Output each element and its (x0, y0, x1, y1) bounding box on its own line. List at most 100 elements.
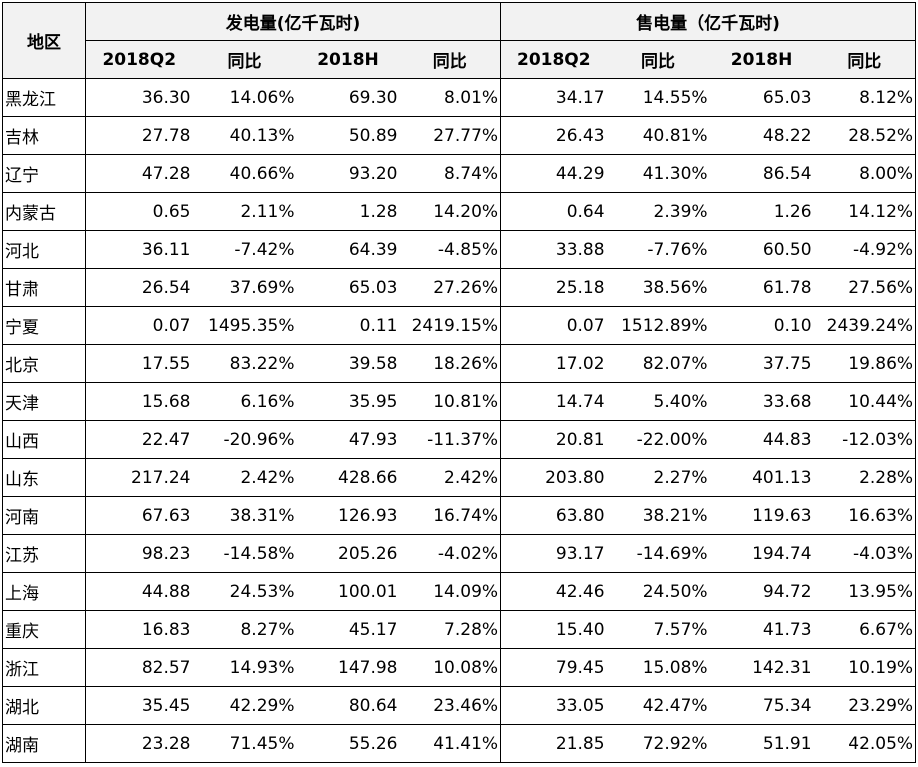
table-row: 湖北 35.45 42.29% 80.64 23.46% 33.05 42.47% 75.34… (2, 686, 917, 725)
sales-q2-yoy-cell: 14.55% (606, 78, 710, 117)
sales-q2-yoy-cell: 5.40% (606, 382, 710, 421)
gen-q2-cell: 36.11 (85, 230, 193, 269)
sales-q2-cell: 33.05 (500, 686, 607, 725)
sales-h-cell: 51.91 (709, 724, 814, 763)
header-group-row: 地区 发电量(亿千瓦时) 售电量（亿千瓦时) (2, 2, 917, 79)
sales-q2-yoy-cell: 1512.89% (606, 306, 710, 345)
sales-h-cell: 75.34 (709, 686, 814, 725)
gen-q2-cell: 47.28 (85, 154, 193, 193)
gen-h-yoy-cell: 27.77% (399, 116, 502, 155)
gen-h-yoy-cell: 14.09% (399, 572, 502, 611)
sales-q2-yoy-cell: 41.30% (606, 154, 710, 193)
table-row: 河南 67.63 38.31% 126.93 16.74% 63.80 38.21% 119.… (2, 496, 917, 535)
gen-h-cell: 0.11 (296, 306, 400, 345)
gen-h-cell: 100.01 (296, 572, 400, 611)
gen-h-yoy-cell: 10.81% (399, 382, 502, 421)
region-cell: 浙江 (2, 648, 86, 687)
table-row: 重庆 16.83 8.27% 45.17 7.28% 15.40 7.57% 41.73 6.6… (2, 610, 917, 649)
gen-h-yoy-cell: -11.37% (399, 420, 502, 459)
gen-q2-cell: 22.47 (85, 420, 193, 459)
gen-q2-yoy-cell: 6.16% (192, 382, 297, 421)
sales-h-cell: 37.75 (709, 344, 814, 383)
sales-q2-cell: 26.43 (500, 116, 607, 155)
region-cell: 山东 (2, 458, 86, 497)
sales-q2-cell: 20.81 (500, 420, 607, 459)
sales-h-yoy-cell: 19.86% (813, 344, 917, 383)
region-cell: 辽宁 (2, 154, 86, 193)
region-cell: 吉林 (2, 116, 86, 155)
sales-h-yoy-cell: 28.52% (813, 116, 917, 155)
gen-h-header: 2018H (296, 40, 400, 79)
sales-q2-cell: 63.80 (500, 496, 607, 535)
sales-q2-cell: 203.80 (500, 458, 607, 497)
sales-q2-cell: 0.07 (500, 306, 607, 345)
sales-h-yoy-cell: 10.19% (813, 648, 917, 687)
sales-h-cell: 119.63 (709, 496, 814, 535)
gen-h-yoy-cell: 2.42% (399, 458, 502, 497)
gen-q2-cell: 98.23 (85, 534, 193, 573)
sales-h-yoy-cell: 2.28% (813, 458, 917, 497)
region-cell: 河南 (2, 496, 86, 535)
table-row: 浙江 82.57 14.93% 147.98 10.08% 79.45 15.08% 142.… (2, 648, 917, 687)
gen-q2-yoy-cell: 24.53% (192, 572, 297, 611)
generation-group-header: 发电量(亿千瓦时) (84, 2, 502, 41)
sales-q2-cell: 34.17 (500, 78, 607, 117)
region-cell: 湖南 (2, 724, 86, 763)
sales-q2-yoy-cell: 82.07% (606, 344, 710, 383)
gen-q2-cell: 82.57 (85, 648, 193, 687)
sales-h-yoy-cell: 13.95% (813, 572, 917, 611)
gen-q2-yoy-cell: 37.69% (192, 268, 297, 307)
sales-h-cell: 48.22 (709, 116, 814, 155)
gen-h-cell: 50.89 (296, 116, 400, 155)
sales-h-cell: 1.26 (709, 192, 814, 231)
region-cell: 河北 (2, 230, 86, 269)
sales-h-yoy-cell: 27.56% (813, 268, 917, 307)
sales-h-yoy-cell: 2439.24% (813, 306, 917, 345)
gen-q2-yoy-cell: 83.22% (192, 344, 297, 383)
region-cell: 甘肃 (2, 268, 86, 307)
sales-h-yoy-cell: 10.44% (813, 382, 917, 421)
gen-h-cell: 126.93 (296, 496, 400, 535)
gen-q2-cell: 23.28 (85, 724, 193, 763)
sales-h-cell: 194.74 (709, 534, 814, 573)
gen-q2-yoy-cell: 8.27% (192, 610, 297, 649)
gen-q2-yoy-cell: 38.31% (192, 496, 297, 535)
gen-q2-yoy-cell: 14.93% (192, 648, 297, 687)
gen-h-cell: 55.26 (296, 724, 400, 763)
gen-h-cell: 1.28 (296, 192, 400, 231)
gen-h-yoy-cell: 7.28% (399, 610, 502, 649)
gen-q2-cell: 0.07 (85, 306, 193, 345)
gen-h-cell: 47.93 (296, 420, 400, 459)
sales-q2-cell: 0.64 (500, 192, 607, 231)
sales-group-header: 售电量（亿千瓦时) (500, 2, 917, 41)
sales-q2-cell: 15.40 (500, 610, 607, 649)
sales-q2-header: 2018Q2 (500, 40, 607, 79)
region-cell: 山西 (2, 420, 86, 459)
gen-q2-cell: 0.65 (85, 192, 193, 231)
table-body: 黑龙江 36.30 14.06% 69.30 8.01% 34.17 14.55% 65.03… (2, 78, 917, 763)
gen-q2-cell: 44.88 (85, 572, 193, 611)
sales-q2-yoy-cell: -14.69% (606, 534, 710, 573)
region-cell: 上海 (2, 572, 86, 611)
region-cell: 北京 (2, 344, 86, 383)
sales-q2-cell: 93.17 (500, 534, 607, 573)
gen-h-yoy-cell: -4.02% (399, 534, 502, 573)
sales-h-header: 2018H (709, 40, 814, 79)
gen-h-yoy-cell: 14.20% (399, 192, 502, 231)
sales-q2-yoy-cell: 2.39% (606, 192, 710, 231)
region-cell: 天津 (2, 382, 86, 421)
region-header: 地区 (2, 2, 86, 79)
gen-q2-cell: 67.63 (85, 496, 193, 535)
sales-q2-cell: 14.74 (500, 382, 607, 421)
gen-q2-cell: 26.54 (85, 268, 193, 307)
gen-q2-yoy-cell: 40.13% (192, 116, 297, 155)
sales-h-yoy-cell: 8.00% (813, 154, 917, 193)
sales-q2-yoy-cell: 40.81% (606, 116, 710, 155)
gen-q2-header: 2018Q2 (85, 40, 193, 79)
gen-h-yoy-cell: 27.26% (399, 268, 502, 307)
gen-q2-yoy-cell: -20.96% (192, 420, 297, 459)
region-cell: 宁夏 (2, 306, 86, 345)
gen-h-yoy-cell: 18.26% (399, 344, 502, 383)
sales-h-yoy-header: 同比 (813, 40, 917, 79)
table-row: 湖南 23.28 71.45% 55.26 41.41% 21.85 72.92% 51.91… (2, 724, 917, 763)
